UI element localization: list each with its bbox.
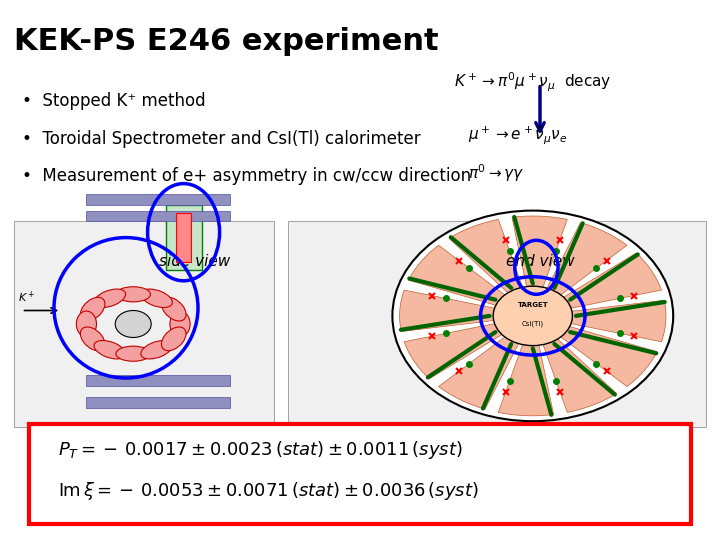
Text: $K^+ \rightarrow \pi^0 \mu^+ \nu_\mu$  decay: $K^+ \rightarrow \pi^0 \mu^+ \nu_\mu$ de… (454, 70, 611, 93)
Polygon shape (400, 290, 495, 332)
Text: $\mathrm{Im}\,\xi = -\,0.0053 \pm 0.0071\,(stat) \pm 0.0036\,(syst)$: $\mathrm{Im}\,\xi = -\,0.0053 \pm 0.0071… (58, 480, 478, 502)
Ellipse shape (94, 289, 125, 307)
Bar (86, 397, 230, 408)
Ellipse shape (161, 298, 186, 321)
FancyBboxPatch shape (288, 221, 706, 427)
Polygon shape (547, 222, 627, 295)
Polygon shape (408, 245, 505, 305)
Circle shape (493, 286, 572, 346)
Ellipse shape (81, 298, 105, 321)
Polygon shape (438, 337, 518, 409)
Ellipse shape (94, 341, 125, 359)
Text: $P_T = -\,0.0017 \pm 0.0023\,(stat) \pm 0.0011\,(syst)$: $P_T = -\,0.0017 \pm 0.0023\,(stat) \pm … (58, 439, 462, 461)
Text: KEK-PS E246 experiment: KEK-PS E246 experiment (14, 27, 439, 56)
FancyBboxPatch shape (176, 213, 191, 262)
Text: $K^+$: $K^+$ (18, 290, 35, 305)
Circle shape (115, 310, 151, 338)
Polygon shape (561, 327, 657, 387)
Text: TARGET: TARGET (518, 302, 548, 308)
Polygon shape (543, 339, 616, 413)
Ellipse shape (81, 327, 105, 350)
Ellipse shape (141, 289, 172, 307)
Bar (86, 211, 230, 221)
Bar (86, 194, 230, 205)
Text: end view: end view (505, 254, 575, 269)
Ellipse shape (161, 327, 186, 350)
Polygon shape (571, 300, 666, 342)
Text: •  Stopped K⁺ method: • Stopped K⁺ method (22, 92, 205, 110)
Polygon shape (404, 323, 502, 379)
FancyArrowPatch shape (536, 86, 544, 131)
Text: •  Measurement of e+ asymmetry in cw/ccw direction: • Measurement of e+ asymmetry in cw/ccw … (22, 167, 471, 185)
Ellipse shape (141, 341, 172, 359)
Text: side view: side view (159, 254, 230, 269)
Ellipse shape (116, 346, 150, 361)
Polygon shape (512, 216, 567, 287)
Bar (86, 375, 230, 386)
Text: CsI(Tl): CsI(Tl) (522, 321, 544, 327)
Text: •  Toroidal Spectrometer and CsI(Tl) calorimeter: • Toroidal Spectrometer and CsI(Tl) calo… (22, 130, 420, 147)
Ellipse shape (116, 287, 150, 302)
Text: $\pi^0 \rightarrow \gamma\gamma$: $\pi^0 \rightarrow \gamma\gamma$ (468, 162, 525, 184)
FancyBboxPatch shape (29, 424, 691, 524)
Ellipse shape (170, 311, 190, 337)
Polygon shape (498, 345, 554, 416)
FancyBboxPatch shape (166, 205, 202, 270)
FancyBboxPatch shape (14, 221, 274, 427)
Circle shape (392, 211, 673, 421)
Text: $\mu^+ \rightarrow e^+ \bar{\nu}_\mu \nu_e$: $\mu^+ \rightarrow e^+ \bar{\nu}_\mu \nu… (468, 124, 567, 146)
Polygon shape (449, 219, 523, 293)
Polygon shape (564, 253, 662, 308)
Ellipse shape (76, 311, 96, 337)
